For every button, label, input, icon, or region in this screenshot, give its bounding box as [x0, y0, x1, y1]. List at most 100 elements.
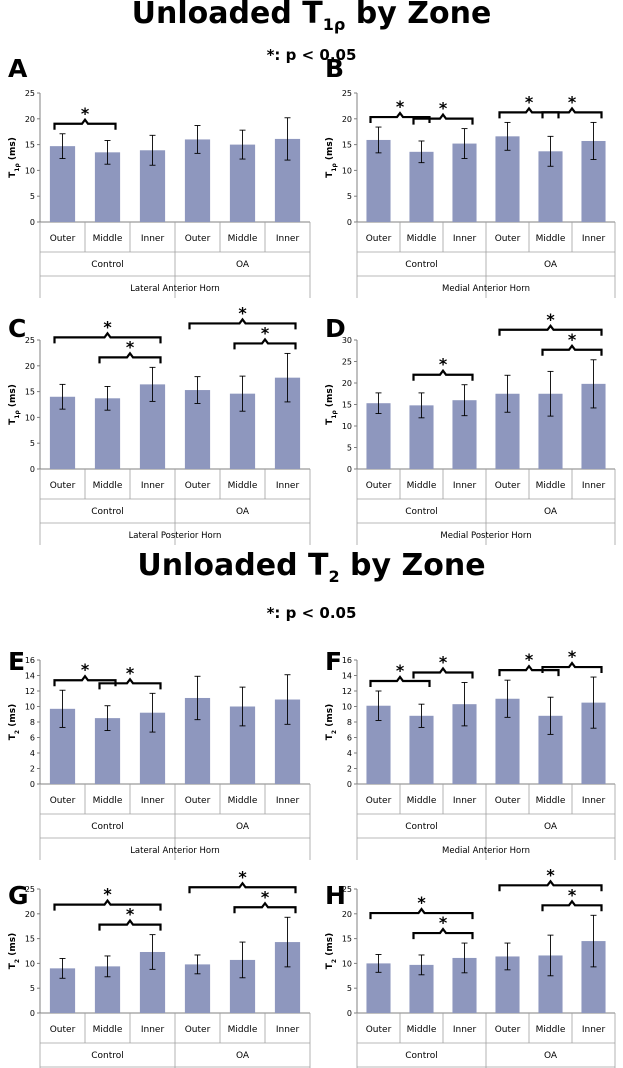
significance-bracket	[541, 106, 603, 119]
y-tick-label: 10	[342, 422, 352, 431]
y-tick-label: 2	[347, 765, 352, 774]
y-tick-label: 10	[342, 166, 352, 175]
significance-bracket	[53, 117, 117, 130]
significance-star: *	[525, 92, 534, 111]
x-tick-label: Middle	[93, 234, 123, 244]
x-tick-label: Inner	[276, 234, 300, 244]
significance-star: *	[126, 905, 135, 924]
y-axis-label-main: T	[325, 171, 335, 178]
x-tick-label: Inner	[582, 1025, 606, 1035]
significance-star: *	[546, 865, 555, 884]
panel-letter-g: G	[8, 881, 29, 910]
t2-title-main: Unloaded T	[137, 548, 329, 583]
y-axis-label-subscript: 2	[331, 959, 338, 963]
y-tick-label: 25	[342, 885, 352, 894]
significance-star: *	[439, 99, 448, 118]
significance-star: *	[568, 330, 577, 349]
y-tick-label: 10	[25, 959, 35, 968]
group-label: Control	[91, 260, 124, 270]
x-tick-label: Middle	[228, 1025, 258, 1035]
y-tick-label: 16	[342, 656, 352, 665]
group-label: OA	[236, 260, 250, 270]
x-tick-label: Outer	[495, 1025, 521, 1035]
y-tick-label: 20	[342, 379, 352, 388]
significance-bracket	[98, 351, 162, 364]
significance-bracket	[188, 881, 297, 894]
y-tick-label: 5	[30, 192, 35, 201]
x-tick-label: Inner	[141, 1025, 165, 1035]
significance-legend-t2: *: p < 0.05	[266, 604, 357, 622]
x-tick-label: Middle	[407, 234, 437, 244]
significance-bracket	[98, 918, 162, 931]
y-tick-label: 5	[347, 444, 352, 453]
panel-letter-c: C	[8, 314, 26, 343]
y-tick-label: 6	[30, 734, 35, 743]
y-axis-label-subscript: 2	[14, 730, 21, 734]
y-axis-label-subscript: 1ρ	[331, 410, 338, 419]
significance-bracket	[412, 368, 474, 381]
panel-c: C T1ρ (ms) 0 5 10 15 20 25 Outer Middle Inner Outer…	[8, 303, 311, 545]
significance-bracket	[188, 317, 297, 330]
y-axis-label: T1ρ (ms)	[325, 137, 338, 178]
x-tick-label: Inner	[453, 234, 477, 244]
x-tick-label: Middle	[407, 796, 437, 806]
y-axis-label: T2 (ms)	[8, 933, 21, 969]
x-tick-label: Middle	[407, 1025, 437, 1035]
y-tick-label: 14	[25, 672, 35, 681]
y-tick-label: 5	[30, 439, 35, 448]
group-label: OA	[236, 507, 250, 517]
x-tick-label: Middle	[536, 234, 566, 244]
y-axis-label-main: T	[8, 418, 18, 425]
y-axis-label-subscript: 1ρ	[331, 163, 338, 172]
y-axis-label-subscript: 1ρ	[14, 410, 21, 419]
y-axis-label-unit: (ms)	[8, 384, 18, 410]
t2-title-tail: by Zone	[339, 548, 486, 583]
group-label: OA	[236, 822, 250, 832]
y-tick-label: 12	[25, 687, 35, 696]
group-label: Control	[405, 1051, 438, 1061]
significance-legend-t1rho: *: p < 0.05	[266, 46, 357, 64]
y-tick-label: 15	[342, 935, 352, 944]
y-axis-label: T1ρ (ms)	[8, 137, 21, 178]
t1rho-section-title: Unloaded T1ρ by Zone	[0, 0, 623, 34]
y-tick-label: 2	[30, 765, 35, 774]
y-tick-label: 8	[347, 718, 352, 727]
position-label: Medial Posterior Horn	[440, 531, 531, 541]
y-tick-label: 14	[342, 672, 352, 681]
significance-star: *	[396, 97, 405, 116]
x-tick-label: Outer	[366, 481, 392, 491]
x-tick-label: Middle	[228, 481, 258, 491]
group-label: Control	[405, 822, 438, 832]
significance-bracket	[412, 927, 474, 940]
y-axis-label-main: T	[8, 733, 18, 740]
panel-a: A T1ρ (ms) 0 5 10 15 20 25 Outer Middle Inner Outer…	[8, 54, 311, 298]
y-axis-label-unit: (ms)	[325, 137, 335, 163]
t1rho-title-tail: by Zone	[345, 0, 492, 31]
x-tick-label: Middle	[93, 481, 123, 491]
significance-bracket	[412, 666, 474, 679]
panel-d: D T1ρ (ms) 0 5 10 15 20 25 30 Outer Middle Inner Out…	[325, 310, 616, 545]
panel-letter-f: F	[325, 647, 342, 676]
x-tick-label: Inner	[276, 1025, 300, 1035]
y-tick-label: 12	[342, 687, 352, 696]
significance-star: *	[396, 661, 405, 680]
y-tick-label: 10	[25, 413, 35, 422]
x-tick-label: Middle	[228, 234, 258, 244]
position-label: Medial Anterior Horn	[442, 846, 530, 856]
y-axis-label: T2 (ms)	[325, 704, 338, 740]
y-tick-label: 5	[347, 192, 352, 201]
position-label: Lateral Anterior Horn	[130, 846, 220, 856]
t1rho-title-subscript: 1ρ	[322, 15, 346, 34]
y-axis-label: T2 (ms)	[8, 704, 21, 740]
x-tick-label: Outer	[366, 1025, 392, 1035]
x-tick-label: Inner	[582, 481, 606, 491]
significance-bracket	[412, 112, 474, 125]
y-tick-label: 5	[347, 984, 352, 993]
x-tick-label: Outer	[185, 481, 211, 491]
significance-bracket	[233, 901, 297, 914]
y-tick-label: 20	[25, 910, 35, 919]
y-tick-label: 15	[342, 141, 352, 150]
y-axis-label-unit: (ms)	[325, 933, 335, 959]
significance-bracket	[498, 879, 603, 892]
